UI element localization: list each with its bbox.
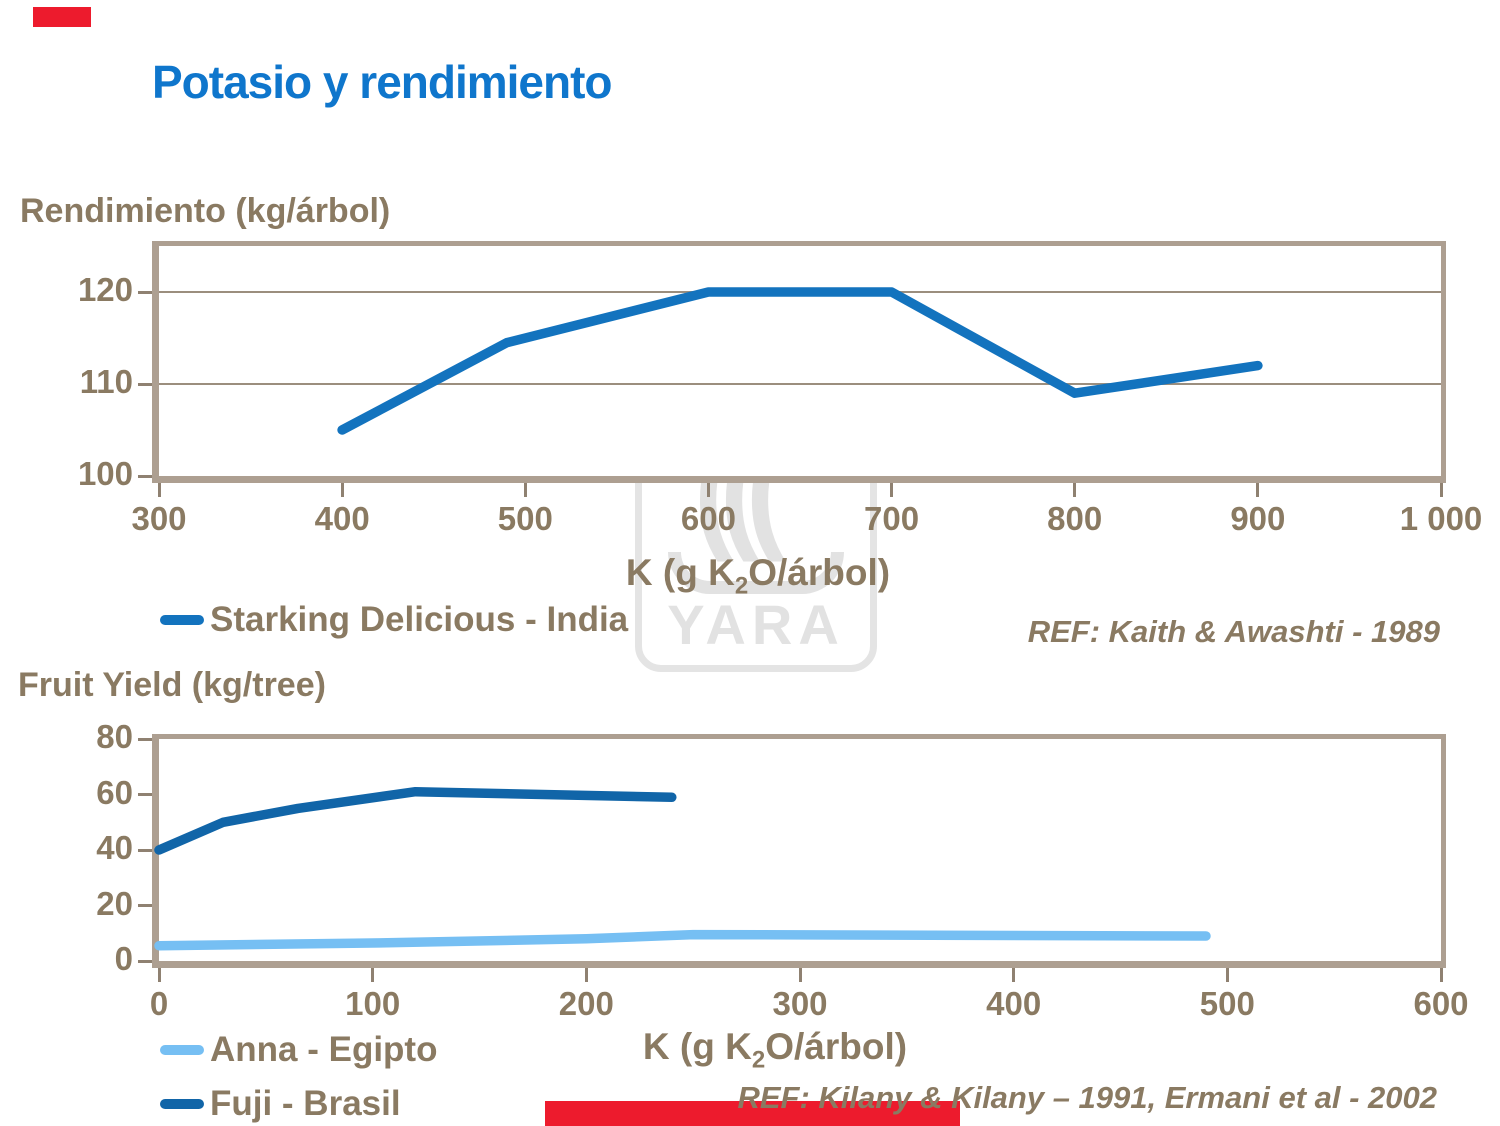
y-tick-label-40: 40 [96,829,133,866]
x-tick-label-700: 700 [864,500,920,537]
y-tick-80 [138,737,152,741]
chart1-x-axis-title-sub: 2 [734,572,749,600]
chart1-reference: REF: Kaith & Awashti - 1989 [1027,614,1440,649]
x-tick-label-900: 900 [1230,500,1286,537]
x-tick-label-500: 500 [497,500,553,537]
chart2-plot-area: 0 100 200 300 400 500 600 0 20 40 60 80 [96,718,1468,1022]
chart1-legend-item-starking: Starking Delicious - India [160,600,628,640]
x-tick-1000 [1439,483,1443,497]
x-tick-label-400: 400 [314,500,370,537]
chart2-x-axis-title-pre: K (g K [642,1026,752,1067]
y-tick-100 [138,474,152,478]
starking-legend-label: Starking Delicious - India [210,600,629,639]
x-tick-label-600: 600 [1413,985,1469,1022]
chart1-x-axis-title: K (g K2O/árbol) [558,552,958,600]
x-tick-600 [706,483,710,497]
x-tick-0 [157,968,161,982]
chart2-series-svg [154,786,1211,951]
y-tick-20 [138,904,152,907]
y-tick-120 [138,290,152,294]
x-tick-200 [584,968,588,982]
x-tick-label-200: 200 [558,985,614,1022]
x-tick-400 [1012,968,1016,982]
x-tick-800 [1073,483,1077,497]
x-tick-label-400: 400 [986,985,1042,1022]
chart2-x-axis-title: K (g K2O/árbol) [575,1026,975,1074]
series-line-starking-delicious-india [337,287,1263,435]
gridline-y-110 [159,383,1441,385]
y-tick-label-120: 120 [77,271,133,308]
x-tick-500 [523,483,527,497]
y-tick-label-20: 20 [96,884,133,922]
chart1-series-svg [337,287,1263,435]
x-tick-label-100: 100 [345,985,401,1022]
y-tick-60 [138,793,152,796]
chart1-plot-area: 300 400 500 600 700 800 900 1 000 100 110 120 [78,241,1482,537]
x-tick-900 [1256,483,1260,497]
page-title: Potasio y rendimiento [152,56,613,108]
anna-legend-label: Anna - Egipto [210,1030,438,1069]
x-tick-600 [1439,968,1443,982]
chart2-legend-item-fuji: Fuji - Brasil [160,1084,401,1124]
series-line-fuji-brasil [154,786,677,855]
x-tick-700 [890,483,894,497]
y-tick-label-0: 0 [114,940,133,977]
x-tick-400 [340,483,344,497]
y-tick-label-110: 110 [79,363,133,400]
x-tick-300 [157,483,161,497]
red-logo-block [33,7,91,27]
chart2-title: Fruit Yield (kg/tree) [18,666,326,704]
yara-logo-text: YARA [667,593,845,656]
x-tick-label-500: 500 [1199,985,1255,1022]
x-tick-300 [798,968,802,982]
x-tick-label-800: 800 [1047,500,1103,537]
red-footer-bar [545,1101,960,1126]
y-tick-110 [138,382,152,386]
chart1-x-axis-title-pre: K (g K [625,552,735,593]
fuji-legend-dash-icon [160,1099,204,1109]
y-tick-label-100: 100 [77,455,133,492]
fuji-legend-label: Fuji - Brasil [210,1084,401,1123]
starking-legend-dash-icon [160,615,204,625]
y-tick-0 [138,959,152,963]
y-tick-label-60: 60 [96,773,133,811]
series-line-anna-egipto [154,929,1211,951]
anna-legend-dash-icon [160,1045,204,1055]
x-tick-label-1000: 1 000 [1399,500,1483,537]
x-tick-100 [371,968,375,982]
x-tick-label-300: 300 [131,500,187,537]
chart2-x-axis-title-post: O/árbol) [765,1026,908,1067]
x-tick-label-300: 300 [772,985,828,1022]
y-tick-40 [138,848,152,852]
chart1-x-axis-title-post: O/árbol) [748,552,891,593]
chart1-title: Rendimiento (kg/árbol) [20,192,391,230]
y-tick-label-80: 80 [96,718,133,755]
chart2-reference: REF: Kilany & Kilany – 1991, Ermani et a… [737,1080,1437,1115]
chart2-legend-item-anna: Anna - Egipto [160,1030,437,1070]
chart2-x-axis-title-sub: 2 [751,1046,766,1074]
x-tick-label-600: 600 [680,500,736,537]
x-tick-500 [1225,968,1229,982]
x-tick-label-0: 0 [149,985,169,1022]
